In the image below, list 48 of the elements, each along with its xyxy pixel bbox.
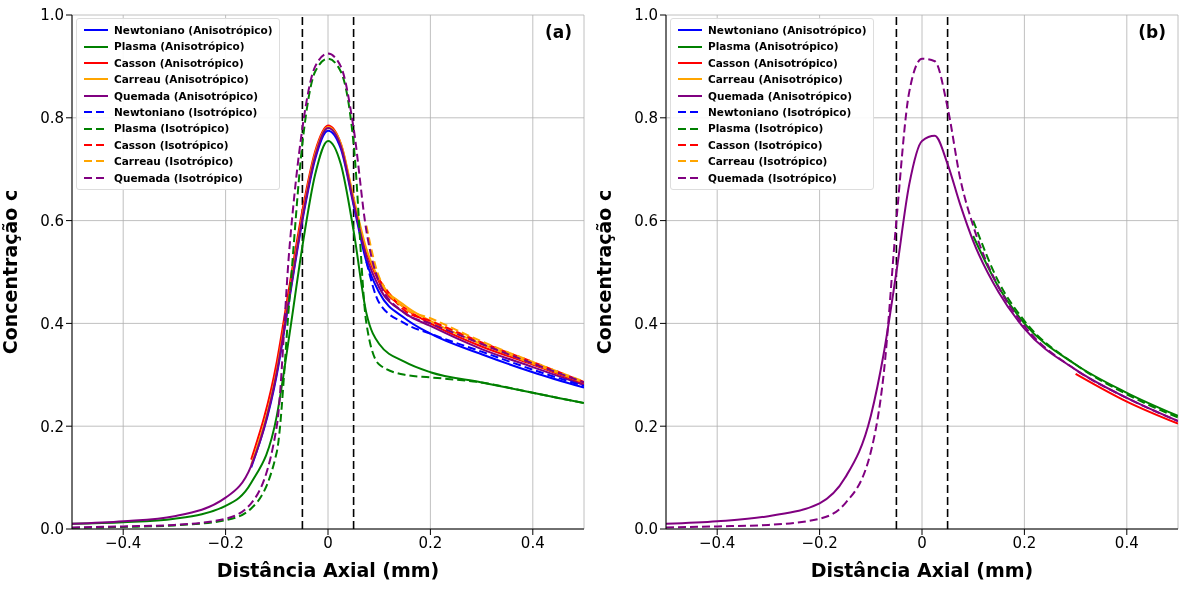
legend-label: Casson (Isotrópico): [708, 137, 823, 153]
x-tick-label: −0.2: [801, 533, 838, 552]
legend-label: Plasma (Anisotrópico): [708, 39, 839, 55]
y-tick-label: 0.8: [634, 109, 658, 128]
y-tick-label: 0.0: [40, 520, 64, 539]
legend-label: Quemada (Anisotrópico): [114, 88, 259, 104]
legend-label: Newtoniano (Isotrópico): [114, 105, 258, 121]
legend-label: Carreau (Anisotrópico): [114, 72, 249, 88]
legend-label: Quemada (Isotrópico): [708, 170, 837, 186]
y-tick-label: 0.6: [634, 211, 658, 230]
x-tick-label: 0.2: [1012, 533, 1037, 552]
y-axis-title: Concentração c: [0, 189, 21, 355]
annotation: (a): [544, 22, 572, 42]
legend-label: Newtoniano (Isotrópico): [708, 105, 852, 121]
annotation: (b): [1138, 22, 1166, 42]
x-tick-label: −0.2: [207, 533, 244, 552]
legend-label: Casson (Anisotrópico): [708, 55, 838, 71]
y-tick-label: 0.8: [40, 109, 64, 128]
y-tick-label: 0.0: [634, 520, 658, 539]
y-tick-label: 1.0: [40, 6, 64, 25]
legend-label: Quemada (Isotrópico): [114, 170, 243, 186]
x-tick-label: 0.4: [1114, 533, 1139, 552]
legend-label: Carreau (Isotrópico): [708, 154, 828, 170]
y-tick-label: 0.2: [40, 417, 64, 436]
legend-label: Quemada (Anisotrópico): [708, 88, 853, 104]
y-tick-label: 0.4: [634, 314, 658, 333]
legend-label: Plasma (Anisotrópico): [114, 39, 245, 55]
legend-label: Newtoniano (Anisotrópico): [114, 23, 273, 38]
x-tick-label: −0.4: [698, 533, 736, 552]
x-tick-label: 0.2: [418, 533, 443, 552]
x-tick-label: 0: [323, 533, 333, 552]
x-tick-label: 0.4: [520, 533, 545, 552]
legend-label: Plasma (Isotrópico): [114, 121, 230, 137]
x-tick-label: 0: [917, 533, 927, 552]
y-axis-title: Concentração c: [592, 189, 615, 355]
y-tick-label: 1.0: [634, 6, 658, 25]
x-axis-title: Distância Axial (mm): [810, 559, 1034, 581]
legend-label: Plasma (Isotrópico): [708, 121, 824, 137]
x-tick-label: −0.4: [104, 533, 142, 552]
legend-label: Carreau (Isotrópico): [114, 154, 234, 170]
y-tick-label: 0.2: [634, 417, 658, 436]
legend-label: Newtoniano (Anisotrópico): [708, 23, 867, 38]
y-tick-label: 0.6: [40, 211, 64, 230]
legend-label: Casson (Anisotrópico): [114, 55, 244, 71]
x-axis-title: Distância Axial (mm): [216, 559, 440, 581]
legend-label: Casson (Isotrópico): [114, 137, 229, 153]
y-tick-label: 0.4: [40, 314, 64, 333]
legend-label: Carreau (Anisotrópico): [708, 72, 843, 88]
